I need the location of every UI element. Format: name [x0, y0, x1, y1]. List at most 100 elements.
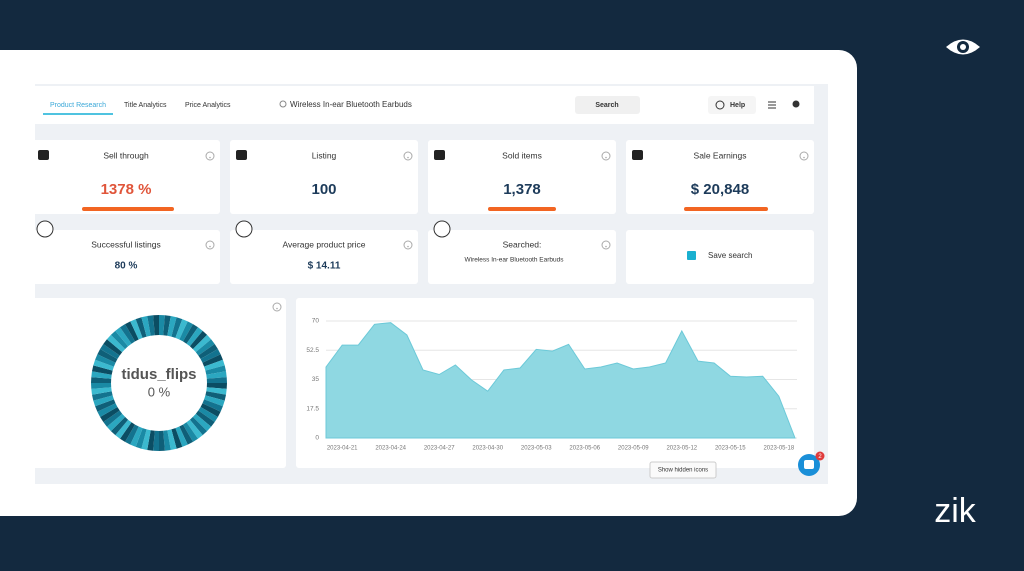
help-dot [605, 156, 607, 159]
logo: zik [934, 492, 977, 530]
donut-stripe [171, 317, 183, 338]
donut-share: 0 % [148, 384, 171, 399]
donut-stripe [97, 403, 118, 417]
donut-stripe [198, 407, 218, 422]
donut-stripe [93, 359, 114, 371]
donut-stripe [202, 399, 223, 412]
help-icon [403, 151, 413, 161]
stat-card [35, 140, 220, 214]
donut-stripe [167, 429, 177, 450]
stat-value: 1378 % [101, 181, 152, 198]
donut-stripe [100, 407, 120, 422]
help-dot [407, 156, 409, 159]
help-dot [209, 156, 211, 159]
stat-icon [236, 150, 247, 160]
donut-stripe [115, 419, 132, 439]
detail-card [35, 230, 220, 284]
filter-icon[interactable] [768, 101, 776, 109]
y-tick-label: 0 [315, 435, 319, 442]
stat-icon [632, 150, 643, 160]
help-icon [601, 240, 611, 250]
x-tick-label: 2023-04-21 [327, 446, 358, 452]
detail-value: Wireless In-ear Bluetooth Earbuds [465, 257, 565, 264]
search-input[interactable]: Wireless In-ear Bluetooth Earbuds [290, 100, 412, 109]
donut-stripe [130, 319, 143, 340]
donut-stripe [100, 344, 120, 359]
help-icon [601, 151, 611, 161]
x-tick-label: 2023-04-24 [375, 446, 406, 452]
stat-value: 1,378 [503, 181, 541, 198]
donut-stripe [95, 399, 116, 412]
donut-stripe [195, 410, 215, 427]
help-dot [276, 307, 278, 310]
donut-stripe [103, 410, 123, 427]
donut-stripe [130, 426, 143, 447]
y-tick-label: 52.5 [306, 347, 319, 354]
search-button-label[interactable]: Search [595, 102, 618, 109]
donut-stripe [147, 315, 155, 336]
donut-stripe [167, 316, 177, 337]
x-tick-label: 2023-05-15 [715, 446, 746, 452]
stat-value: 100 [311, 181, 336, 198]
detail-label: Successful listings [91, 239, 160, 249]
nav-tab[interactable]: Product Research [50, 102, 106, 109]
save-card[interactable] [626, 230, 814, 284]
save-icon [687, 251, 696, 260]
donut-stripe [192, 413, 212, 432]
donut-stripe [204, 359, 225, 371]
stat-label: Sale Earnings [694, 150, 747, 160]
badge [815, 451, 825, 461]
donut-stripe [183, 422, 198, 442]
nav-tab[interactable]: Price Analytics [185, 102, 231, 109]
tooltip-text: Show hidden icons [658, 468, 708, 474]
save-label[interactable]: Save search [708, 251, 752, 260]
donut-stripe [200, 349, 221, 363]
donut-name: tidus_flips [121, 366, 196, 383]
donut-stripe [192, 334, 212, 353]
donut-stripe [183, 324, 198, 344]
donut-stripe [91, 377, 112, 383]
settings-icon[interactable] [792, 100, 800, 108]
donut-stripe [110, 330, 129, 350]
stat-label: Sold items [502, 150, 542, 160]
help-label[interactable]: Help [730, 102, 745, 109]
donut-stripe [141, 429, 151, 450]
donut-stripe [147, 430, 155, 451]
donut-stripe [171, 428, 183, 449]
help-icon [799, 151, 809, 161]
donut-stripe [206, 371, 227, 379]
x-tick-label: 2023-05-09 [618, 446, 649, 452]
chat-icon [804, 460, 814, 469]
area [325, 322, 796, 439]
donut-stripe [93, 395, 114, 407]
donut-stripe [186, 419, 203, 439]
help-dot [605, 245, 607, 248]
active-tab-underline [43, 113, 113, 115]
app: Wireless In-ear Bluetooth Earbuds Search… [35, 84, 828, 484]
search-button[interactable] [575, 96, 640, 114]
stat-label: Listing [312, 150, 337, 160]
donut-stripe [120, 422, 135, 442]
donut-stripe [202, 354, 223, 367]
donut-stripe [120, 324, 135, 344]
detail-icon [235, 220, 253, 238]
donut-stripe [206, 383, 227, 389]
donut-stripe [125, 321, 139, 342]
x-tick-label: 2023-05-18 [763, 446, 794, 452]
donut-stripe [163, 315, 171, 336]
donut-stripe [135, 317, 147, 338]
stat-card [626, 140, 814, 214]
stat-value: $ 20,848 [691, 181, 749, 198]
donut-stripe [189, 330, 208, 350]
detail-value: $ 14.11 [308, 261, 341, 272]
help-dot [803, 156, 805, 159]
help-icon [403, 240, 413, 250]
donut-stripe [195, 339, 215, 356]
nav-tab[interactable]: Title Analytics [124, 102, 167, 109]
donut-stripe [206, 377, 227, 383]
donut-stripe [103, 339, 123, 356]
stat-card [230, 140, 418, 214]
badge-count: 2 [818, 454, 822, 460]
donut-stripe [115, 327, 132, 347]
